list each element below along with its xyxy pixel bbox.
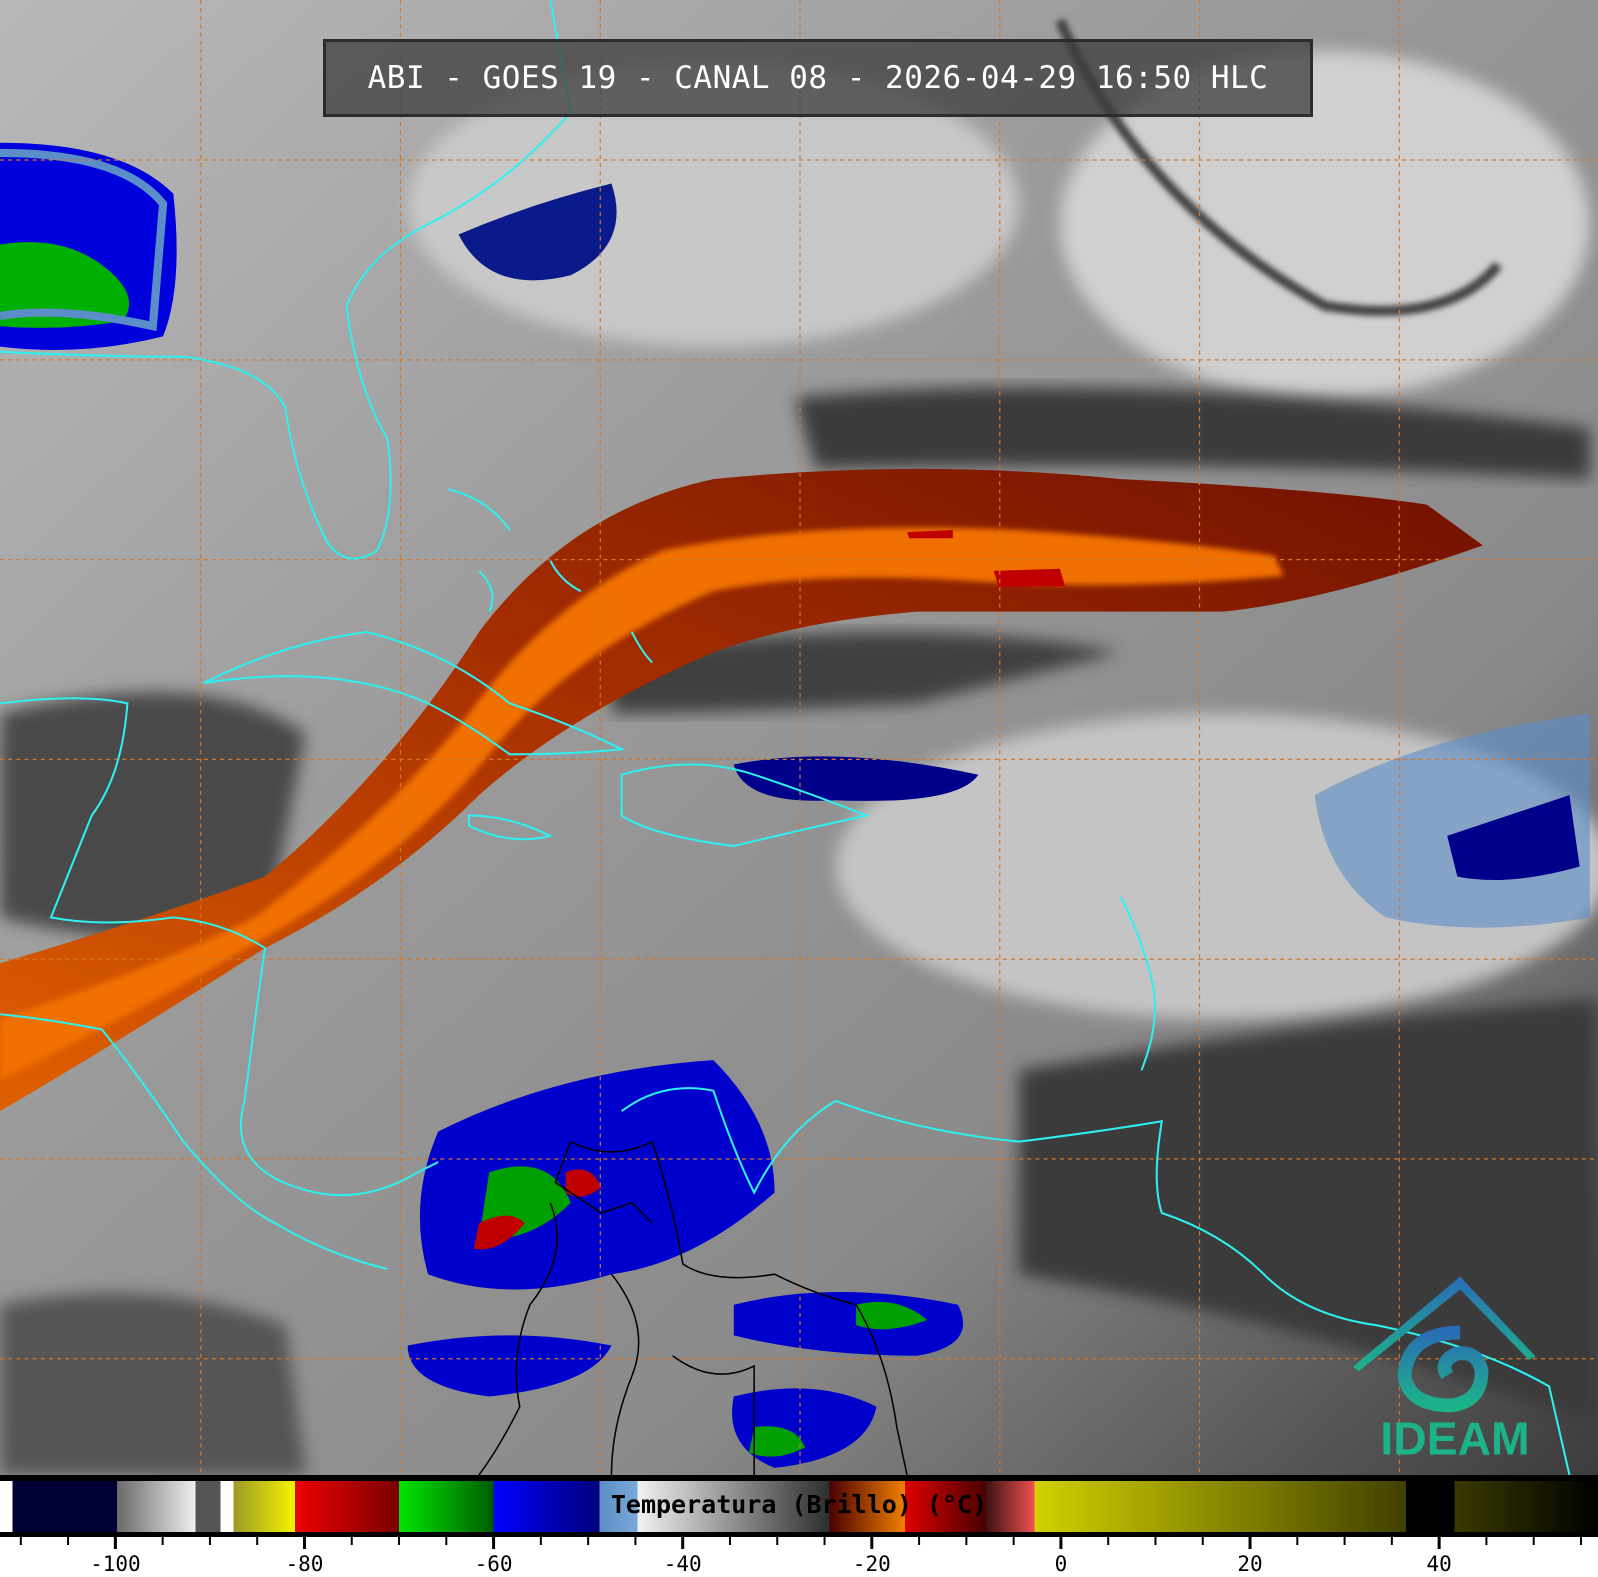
tick-label: -80	[286, 1552, 324, 1576]
tick-label: -60	[475, 1552, 513, 1576]
tick-label: 40	[1426, 1552, 1451, 1576]
temperature-colorbar	[0, 1481, 1598, 1532]
image-title: ABI - GOES 19 - CANAL 08 - 2026-04-29 16…	[367, 60, 1269, 96]
logo-spiral-icon	[1397, 1325, 1489, 1413]
colorbar-label: Temperatura (Brillo) (°C)	[610, 1490, 988, 1519]
cloud-field	[0, 0, 1598, 1475]
convection-clouds	[0, 142, 1590, 1468]
colorbar-axis: -100 -80 -60 -40 -20 0 20 40	[0, 1537, 1598, 1577]
moisture-band-cold-tops	[0, 468, 1483, 1112]
tick-label: 0	[1055, 1552, 1068, 1576]
coastlines	[0, 0, 1571, 1475]
logo-text: IDEAM	[1380, 1412, 1529, 1464]
ideam-logo: IDEAM	[1352, 1276, 1536, 1464]
country-borders	[478, 1140, 908, 1475]
tick-label: 20	[1237, 1552, 1262, 1576]
tick-label: -20	[853, 1552, 891, 1576]
tick-label: -40	[664, 1552, 702, 1576]
tick-label: -100	[90, 1552, 141, 1576]
title-banner: ABI - GOES 19 - CANAL 08 - 2026-04-29 16…	[323, 39, 1313, 117]
satellite-map	[0, 0, 1598, 1475]
lat-lon-grid	[0, 0, 1598, 1475]
logo-roof-icon	[1352, 1276, 1536, 1372]
